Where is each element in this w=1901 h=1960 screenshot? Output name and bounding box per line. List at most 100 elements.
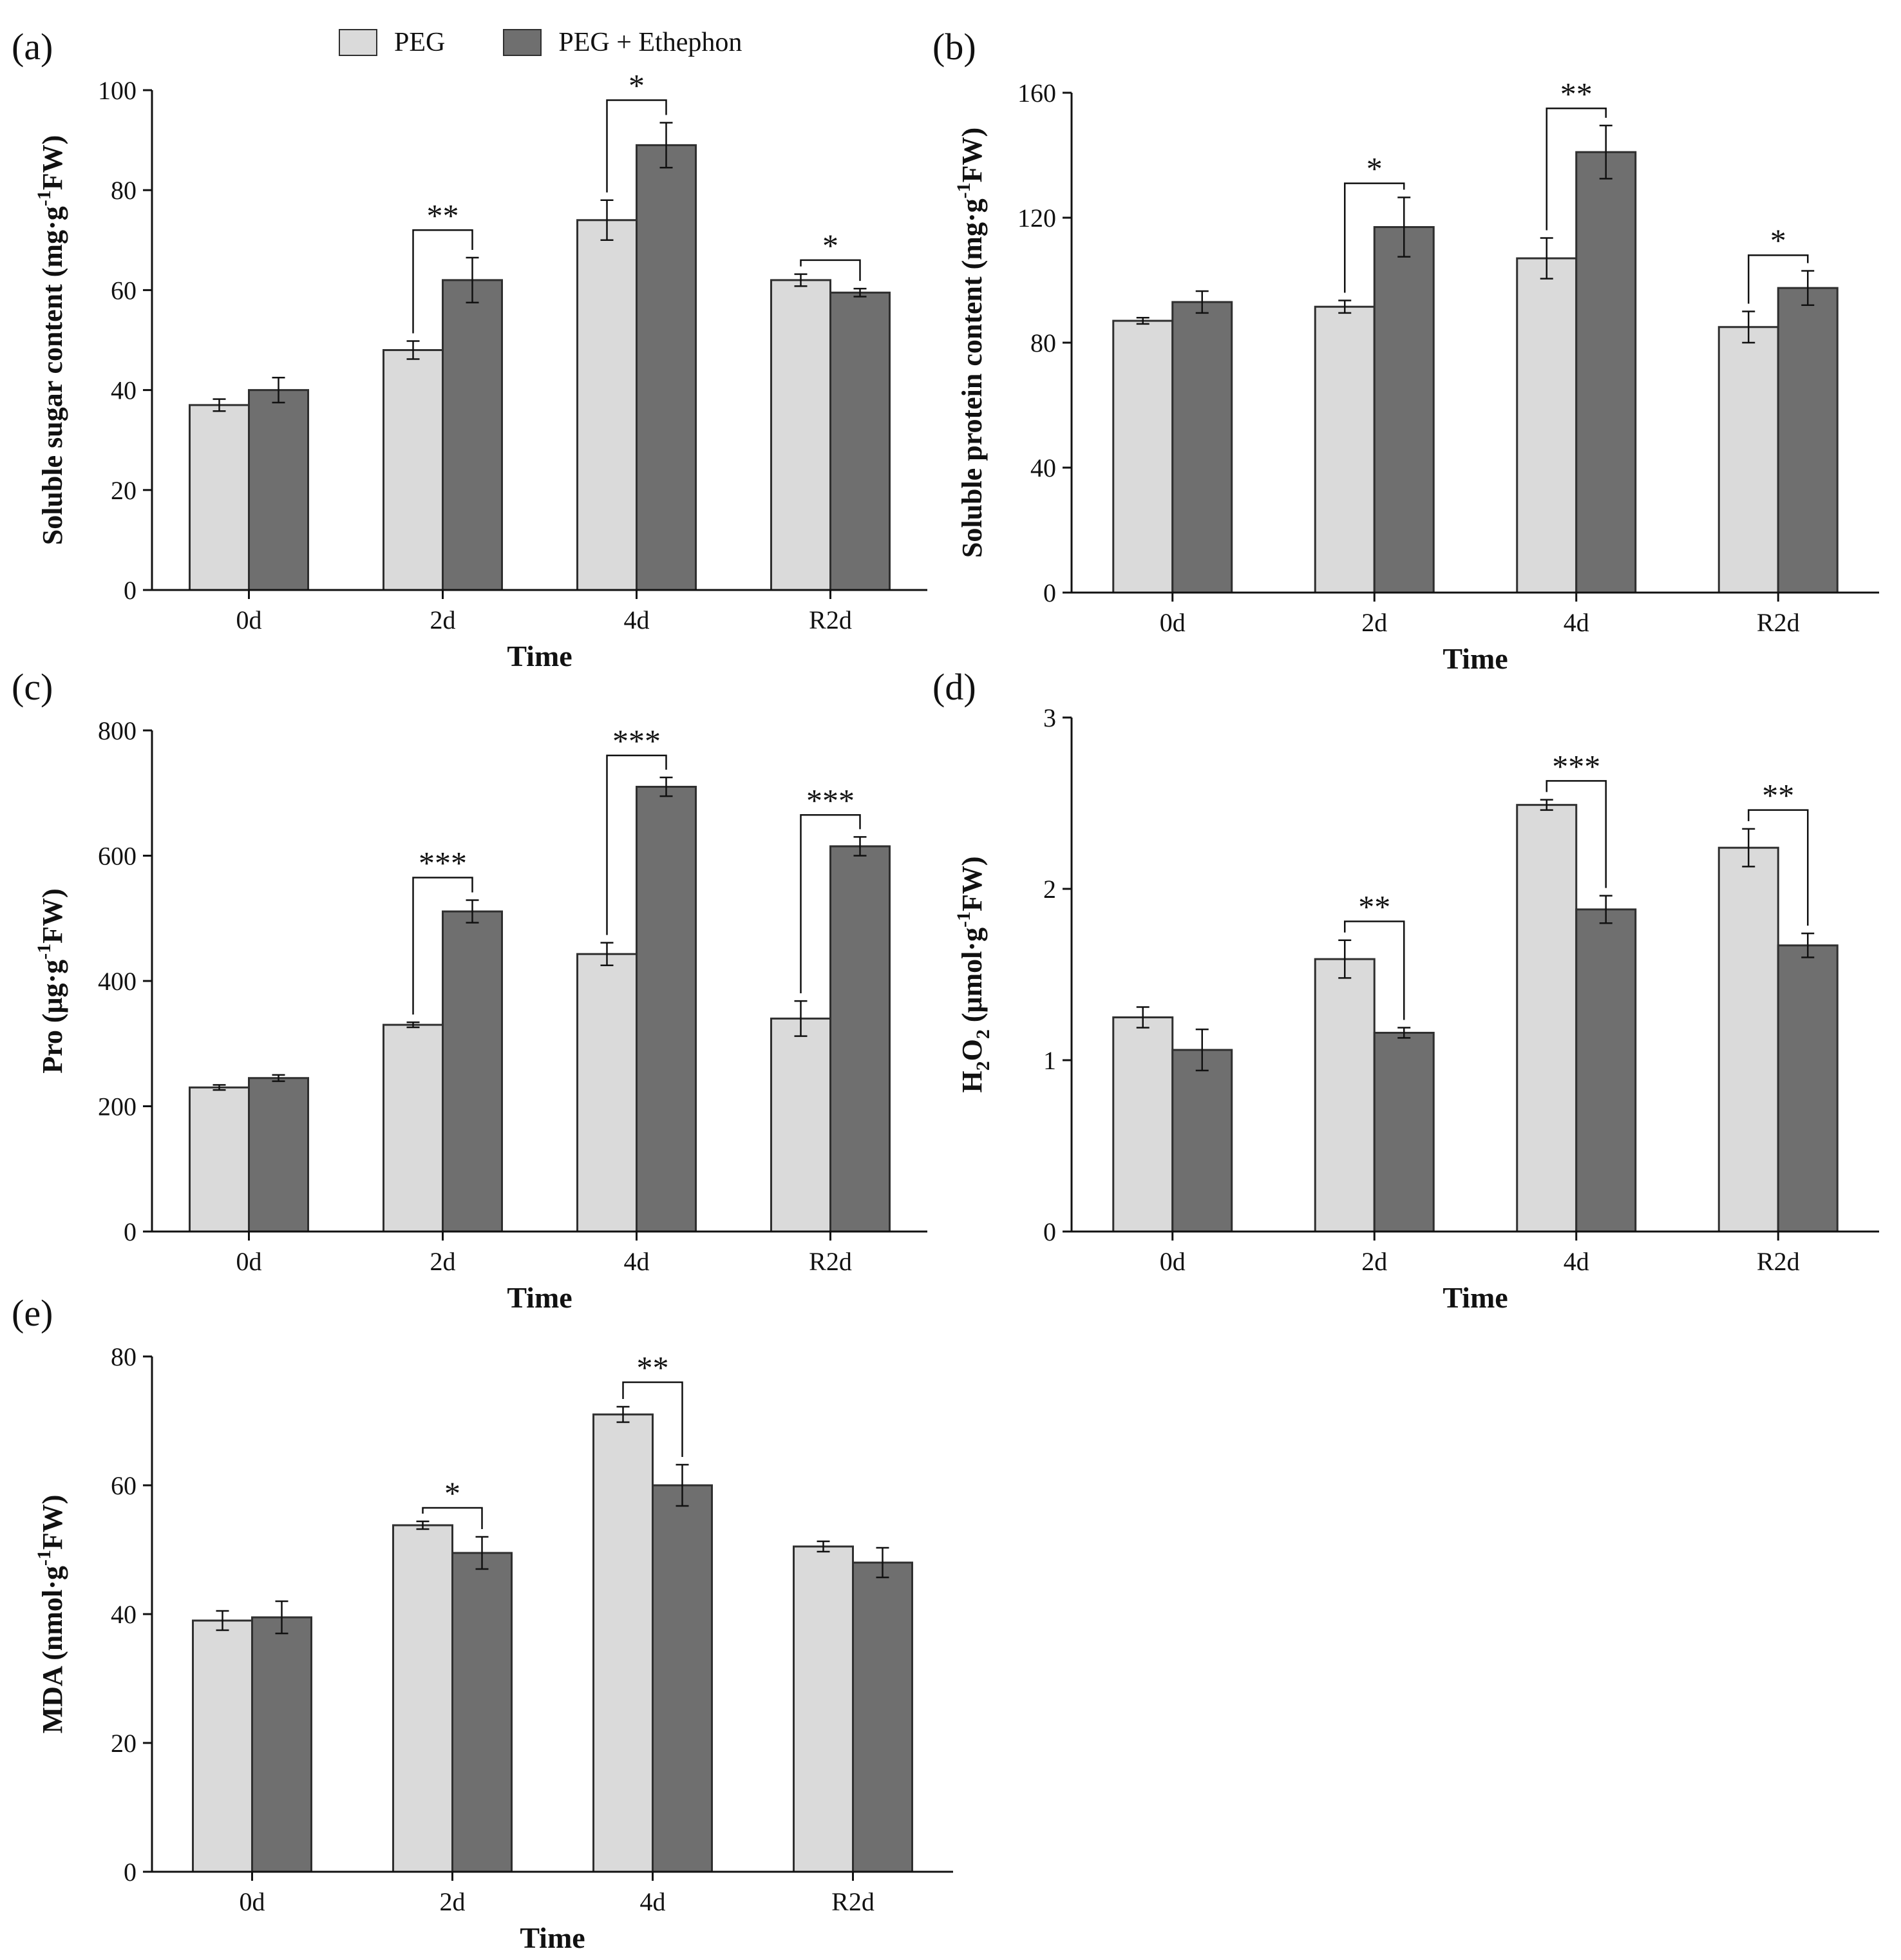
bar [1717, 846, 1779, 1233]
legend-swatch-peg-ethephon [503, 29, 542, 56]
y-axis-title-part: -1 [33, 190, 55, 206]
bar [442, 910, 503, 1233]
x-tick-label: 0d [1160, 1247, 1186, 1276]
x-tick-label: 4d [640, 1887, 666, 1916]
significance-label: * [822, 227, 838, 263]
bar [1314, 958, 1376, 1233]
y-axis-title-part: FW) [956, 856, 988, 911]
bar [192, 1619, 253, 1873]
bar [383, 349, 444, 591]
y-axis-title: Soluble sugar content (mg·g-1FW) [33, 135, 68, 546]
bar [1314, 305, 1376, 594]
bar [576, 953, 638, 1233]
x-tick-label: 2d [430, 605, 456, 634]
x-tick-label: R2d [809, 1247, 852, 1276]
chart-legend: PEG PEG + Ethephon [339, 22, 800, 63]
bar [1717, 326, 1779, 594]
bar [770, 1017, 831, 1233]
bar [248, 1077, 309, 1233]
y-tick-label: 120 [1017, 204, 1056, 233]
bar [383, 1023, 444, 1233]
x-tick-label: 2d [430, 1247, 456, 1276]
y-tick-label: 20 [111, 1729, 137, 1758]
y-tick-label: 40 [1030, 453, 1056, 482]
y-tick-label: 200 [98, 1092, 137, 1121]
significance-label: ** [427, 197, 459, 233]
bar [829, 845, 891, 1233]
y-axis-title-part: H [956, 1070, 988, 1092]
bar [1777, 944, 1839, 1233]
bar [248, 389, 309, 591]
y-axis-title-part: FW) [37, 888, 68, 944]
x-tick-label: 0d [236, 605, 262, 634]
significance-bracket [800, 814, 861, 994]
bar [592, 1413, 654, 1873]
panel-label: (b) [932, 26, 976, 68]
legend-item-peg-ethephon: PEG + Ethephon [503, 27, 742, 58]
bar [1373, 226, 1435, 594]
bar [1112, 319, 1174, 594]
y-tick-label: 0 [124, 1858, 137, 1887]
chart-panel-c: (c) *** *** *** 0 200 400 600 800 0d 2d 4d R2d Time Pr… [12, 666, 927, 1314]
significance-label: *** [806, 782, 855, 818]
x-axis-title: Time [507, 640, 572, 672]
y-tick-label: 600 [98, 842, 137, 871]
bar [793, 1545, 854, 1873]
x-tick-label: 4d [624, 605, 650, 634]
y-axis-title-part: -1 [33, 1550, 55, 1566]
y-tick-label: 0 [1043, 578, 1056, 607]
y-tick-label: 3 [1043, 703, 1056, 732]
y-tick-label: 800 [98, 716, 137, 745]
significance-label: ** [1560, 75, 1593, 111]
x-tick-label: 4d [1564, 1247, 1589, 1276]
x-axis-title: Time [507, 1281, 572, 1314]
significance-bracket [1344, 920, 1405, 1020]
y-tick-label: 0 [1043, 1217, 1056, 1246]
y-tick-label: 160 [1017, 79, 1056, 108]
bar [652, 1484, 713, 1873]
y-axis-title-part: Pro (μg·g [37, 960, 68, 1074]
y-axis-title-part: -1 [953, 911, 974, 928]
panel-label: (c) [12, 666, 53, 708]
y-tick-label: 80 [111, 176, 137, 205]
bar [1112, 1016, 1174, 1233]
y-axis-title: Soluble protein content (mg·g-1FW) [953, 128, 988, 558]
y-tick-label: 40 [111, 1600, 137, 1629]
x-axis-title: Time [520, 1921, 585, 1954]
bar [189, 404, 250, 591]
bar [251, 1616, 312, 1873]
y-axis-title-part: -1 [953, 182, 974, 198]
significance-label: ** [637, 1349, 669, 1385]
y-axis-title: H2O2 (μmol·g-1FW) [953, 856, 994, 1092]
significance-bracket [1546, 108, 1607, 231]
bar [392, 1524, 453, 1873]
bar [636, 144, 697, 591]
x-tick-label: R2d [1757, 608, 1800, 637]
significance-label: *** [1552, 748, 1600, 784]
y-tick-label: 0 [124, 576, 137, 605]
x-tick-label: 0d [240, 1887, 265, 1916]
y-axis-title-part: FW) [956, 128, 988, 183]
significance-bracket [606, 99, 667, 193]
significance-bracket [1748, 254, 1809, 304]
bar [451, 1552, 513, 1873]
bar [852, 1561, 913, 1873]
legend-item-peg: PEG [339, 27, 445, 58]
legend-label-peg: PEG [394, 28, 446, 57]
bar [576, 219, 638, 591]
y-tick-label: 60 [111, 276, 137, 305]
legend-swatch-peg [339, 29, 377, 56]
y-tick-label: 400 [98, 967, 137, 996]
y-axis-title-part: (μmol·g [956, 928, 988, 1029]
y-tick-label: 40 [111, 376, 137, 405]
y-tick-label: 80 [1030, 328, 1056, 357]
y-axis-title-part: FW) [37, 1495, 68, 1550]
y-axis-title-part: FW) [37, 135, 68, 191]
x-tick-label: 4d [1564, 608, 1589, 637]
bar [1516, 257, 1578, 594]
